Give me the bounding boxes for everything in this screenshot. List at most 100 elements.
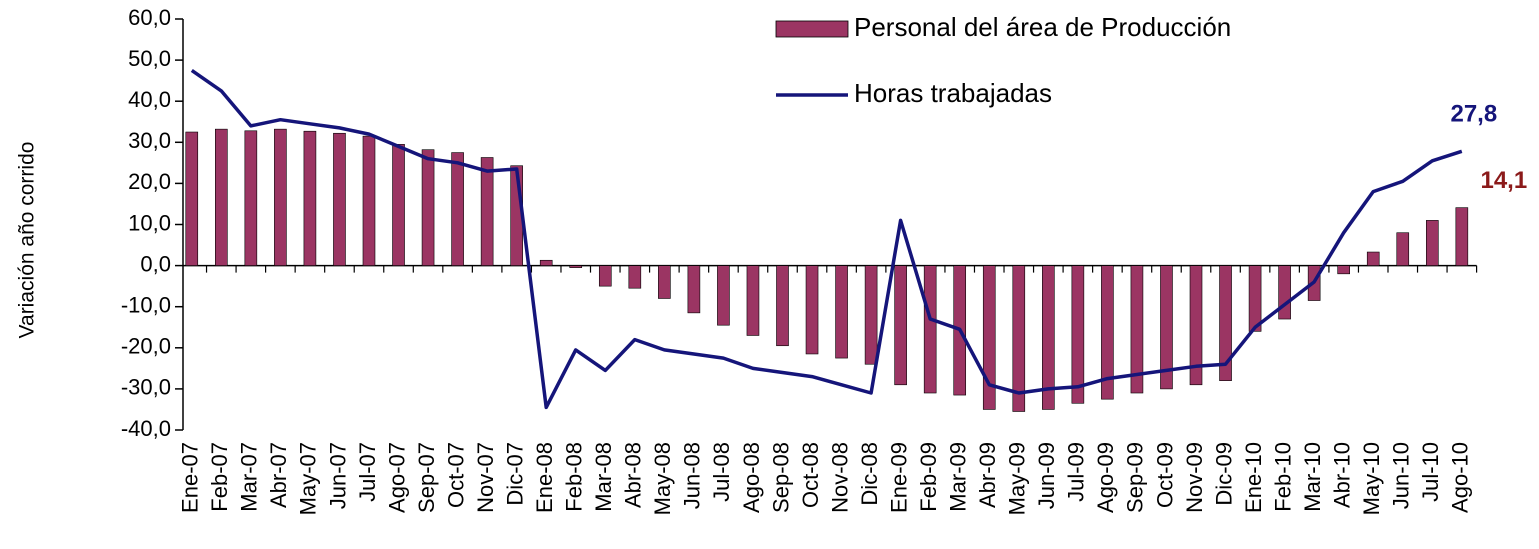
bar <box>1396 232 1410 266</box>
x-tick-label: Feb-08 <box>562 442 587 512</box>
bar <box>894 265 907 386</box>
bar <box>539 259 553 266</box>
x-tick-label: May-07 <box>296 442 321 515</box>
bar <box>333 132 346 266</box>
bar <box>274 128 287 266</box>
bar <box>1130 265 1144 394</box>
x-tick-label: May-09 <box>1005 442 1030 515</box>
bar <box>480 157 494 266</box>
bar <box>835 265 848 359</box>
x-tick-label: Dic-08 <box>857 442 882 506</box>
legend-label: Personal del área de Producción <box>854 12 1231 42</box>
x-tick-label: Ene-10 <box>1241 442 1266 513</box>
x-tick-label: Jun-09 <box>1034 442 1059 509</box>
data-label: 14,1 <box>1480 167 1527 194</box>
bar <box>1425 220 1439 266</box>
bar <box>451 152 464 266</box>
bar <box>1219 265 1232 381</box>
x-tick-label: Abr-08 <box>621 442 646 508</box>
bar <box>1366 251 1380 266</box>
x-tick-label: Ene-07 <box>178 442 203 513</box>
bar <box>805 265 819 355</box>
x-tick-label: Feb-09 <box>916 442 941 512</box>
x-tick-label: Jul-10 <box>1418 442 1443 502</box>
x-tick-label: Abr-09 <box>975 442 1000 508</box>
bar <box>1071 265 1085 404</box>
x-tick-label: Dic-07 <box>502 442 527 506</box>
y-tick-label: -10,0 <box>121 293 171 318</box>
y-tick-label: 0,0 <box>140 251 171 276</box>
legend-swatch <box>775 20 849 38</box>
bar <box>303 130 317 266</box>
x-tick-label: Oct-09 <box>1152 442 1177 508</box>
bar <box>421 149 435 266</box>
x-tick-label: Sep-07 <box>414 442 439 513</box>
x-tick-label: Jul-08 <box>709 442 734 502</box>
bar <box>1042 265 1055 410</box>
x-tick-label: Jun-07 <box>325 442 350 509</box>
bar <box>1101 265 1114 400</box>
bar <box>776 265 789 347</box>
x-tick-label: Jul-07 <box>355 442 380 502</box>
x-tick-label: Mar-07 <box>237 442 262 512</box>
x-tick-label: Jun-08 <box>680 442 705 509</box>
bar <box>1189 265 1203 386</box>
bar <box>1012 265 1026 412</box>
bar <box>362 135 376 266</box>
x-tick-label: Ago-07 <box>384 442 409 513</box>
x-tick-label: Ago-08 <box>739 442 764 513</box>
bar <box>1160 265 1173 390</box>
x-tick-label: Mar-08 <box>591 442 616 512</box>
y-tick-label: 30,0 <box>128 128 171 153</box>
bar <box>923 265 937 394</box>
bar <box>598 265 612 287</box>
x-tick-label: Nov-08 <box>827 442 852 513</box>
bar <box>244 130 258 266</box>
y-tick-label: 10,0 <box>128 210 171 235</box>
data-label: 27,8 <box>1450 101 1497 128</box>
bar <box>628 265 642 289</box>
x-tick-label: Ago-09 <box>1093 442 1118 513</box>
legend-label: Horas trabajadas <box>854 78 1052 108</box>
bar <box>185 131 199 266</box>
line <box>190 68 1463 410</box>
x-tick-label: Sep-08 <box>768 442 793 513</box>
y-tick-label: 40,0 <box>128 87 171 112</box>
bar <box>864 265 878 365</box>
y-tick-label: -30,0 <box>121 375 171 400</box>
x-tick-label: Abr-10 <box>1329 442 1354 508</box>
y-tick-label: -40,0 <box>121 416 171 441</box>
x-tick-label: Abr-07 <box>266 442 291 508</box>
x-tick-label: Mar-10 <box>1300 442 1325 512</box>
y-tick-label: 20,0 <box>128 169 171 194</box>
x-tick-label: May-10 <box>1359 442 1384 515</box>
x-tick-label: Nov-07 <box>473 442 498 513</box>
x-tick-label: Ene-09 <box>886 442 911 513</box>
x-tick-label: Dic-09 <box>1211 442 1236 506</box>
x-tick-label: Nov-09 <box>1182 442 1207 513</box>
x-tick-label: Jun-10 <box>1389 442 1414 509</box>
bar <box>569 265 583 268</box>
y-tick-label: 60,0 <box>128 5 171 30</box>
x-tick-label: Feb-07 <box>207 442 232 512</box>
x-tick-label: Jul-09 <box>1064 442 1089 502</box>
bar <box>215 128 228 266</box>
x-tick-label: Ago-10 <box>1448 442 1473 513</box>
bar <box>687 265 701 314</box>
bar <box>1248 265 1262 332</box>
bar <box>1337 265 1350 275</box>
x-tick-label: Ene-08 <box>532 442 557 513</box>
y-axis-label: Variación año corrido <box>16 142 39 339</box>
bar <box>1455 207 1469 266</box>
bar <box>982 265 996 410</box>
bar <box>392 144 405 266</box>
x-tick-label: Oct-07 <box>443 442 468 508</box>
x-tick-label: Sep-09 <box>1123 442 1148 513</box>
bar <box>717 265 730 326</box>
x-tick-label: Oct-08 <box>798 442 823 508</box>
bar <box>746 265 760 336</box>
x-tick-label: Feb-10 <box>1270 442 1295 512</box>
x-tick-label: May-08 <box>650 442 675 515</box>
x-tick-label: Mar-09 <box>946 442 971 512</box>
